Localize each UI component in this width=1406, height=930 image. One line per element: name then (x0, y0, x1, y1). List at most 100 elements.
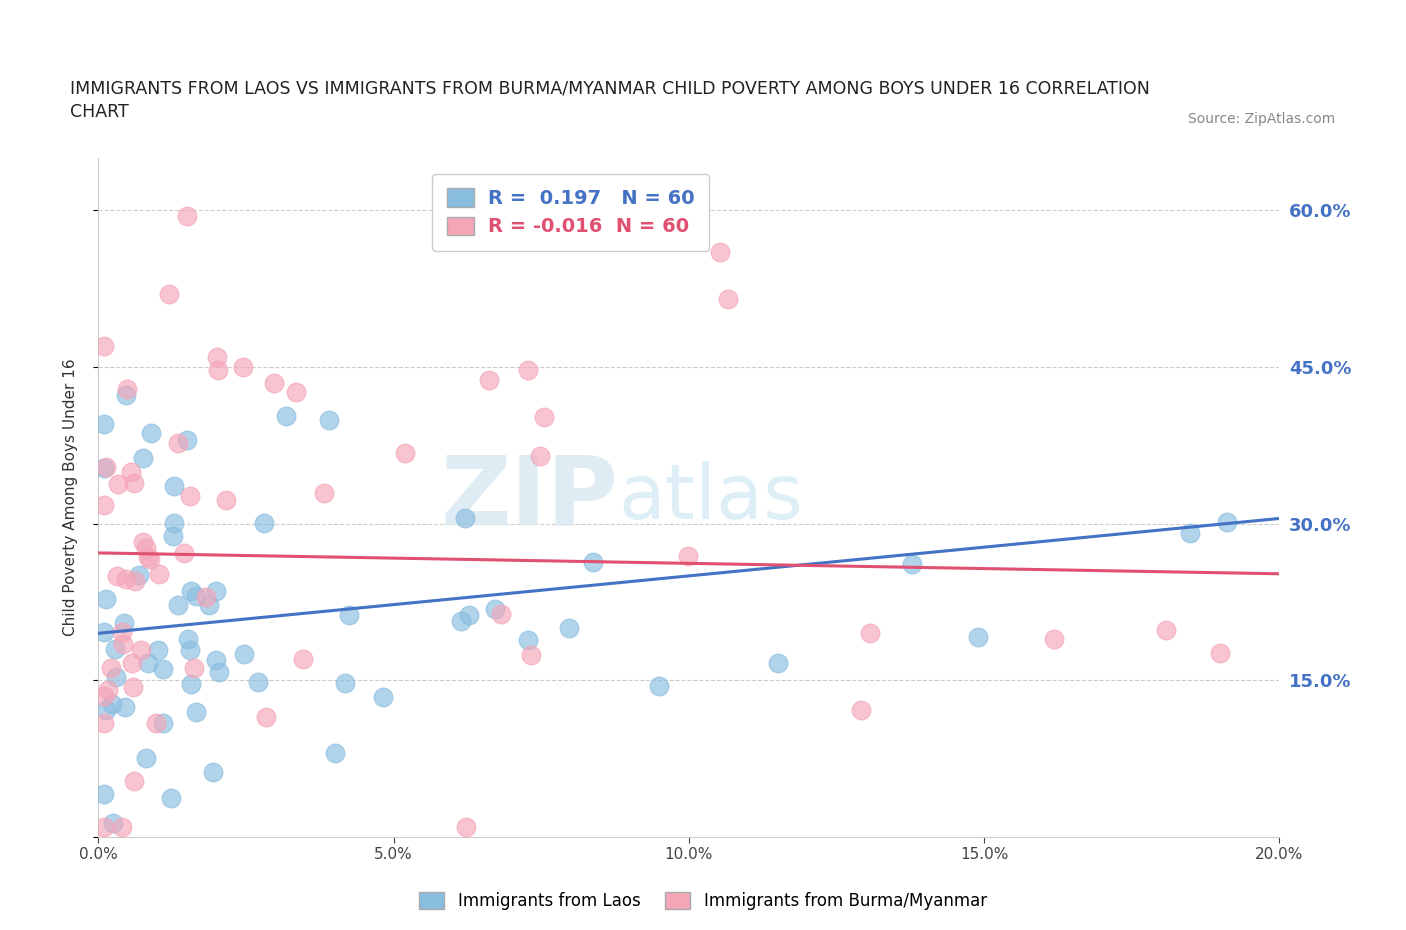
Point (517, 363, 540, 378)
Point (489, 606, 512, 621)
Point (162, 479, 184, 494)
Point (458, 607, 481, 622)
Point (186, 589, 208, 604)
Point (454, 511, 477, 525)
Point (766, 656, 789, 671)
Point (205, 349, 228, 364)
Point (120, 465, 142, 480)
Point (254, 710, 277, 724)
Point (93, 689, 115, 704)
Point (247, 674, 270, 689)
Point (184, 705, 207, 720)
Point (152, 715, 174, 730)
Point (194, 590, 217, 604)
Point (128, 567, 150, 582)
Point (276, 409, 298, 424)
Point (333, 675, 356, 690)
Point (112, 616, 135, 631)
Point (112, 637, 135, 652)
Text: atlas: atlas (619, 460, 803, 535)
Point (93, 787, 115, 802)
Point (253, 516, 276, 531)
Text: Source: ZipAtlas.com: Source: ZipAtlas.com (1188, 112, 1336, 126)
Point (145, 715, 167, 730)
Point (858, 626, 880, 641)
Point (215, 493, 238, 508)
Text: ZIP: ZIP (440, 451, 619, 544)
Point (104, 642, 127, 657)
Point (135, 751, 157, 765)
Point (104, 670, 127, 684)
Point (558, 621, 581, 636)
Point (285, 385, 308, 400)
Text: CHART: CHART (70, 103, 129, 121)
Point (1043, 631, 1066, 646)
Point (135, 540, 157, 555)
Point (519, 647, 541, 662)
Point (179, 643, 201, 658)
Point (131, 643, 153, 658)
Point (162, 528, 184, 543)
Point (207, 363, 229, 378)
Point (648, 678, 671, 693)
Point (205, 652, 228, 667)
Point (263, 376, 285, 391)
Point (709, 245, 731, 259)
Point (167, 598, 190, 613)
Point (323, 746, 346, 761)
Point (111, 819, 134, 834)
Point (114, 699, 136, 714)
Point (93, 339, 115, 353)
Point (93, 498, 115, 512)
Point (176, 432, 198, 447)
Point (292, 652, 315, 667)
Point (478, 372, 501, 387)
Point (1216, 514, 1239, 529)
Point (122, 476, 145, 491)
Point (1154, 622, 1177, 637)
Point (136, 656, 159, 671)
Point (122, 680, 145, 695)
Text: IMMIGRANTS FROM LAOS VS IMMIGRANTS FROM BURMA/MYANMAR CHILD POVERTY AMONG BOYS U: IMMIGRANTS FROM LAOS VS IMMIGRANTS FROM … (70, 80, 1150, 98)
Point (107, 477, 129, 492)
Point (484, 602, 506, 617)
Point (122, 774, 145, 789)
Point (115, 382, 138, 397)
Point (533, 410, 555, 425)
Point (121, 656, 143, 671)
Point (105, 569, 128, 584)
Point (141, 426, 163, 441)
Point (100, 660, 122, 675)
Point (93, 819, 115, 834)
Point (115, 387, 138, 402)
Point (160, 790, 183, 805)
Point (177, 631, 200, 646)
Point (183, 660, 205, 675)
Point (163, 515, 186, 530)
Point (849, 702, 872, 717)
Point (176, 208, 198, 223)
Point (337, 608, 360, 623)
Point (148, 566, 170, 581)
Point (1178, 525, 1201, 540)
Point (232, 359, 254, 374)
Point (93, 460, 115, 475)
Point (371, 690, 394, 705)
Point (173, 546, 195, 561)
Point (166, 435, 188, 450)
Point (529, 449, 551, 464)
Point (93, 715, 115, 730)
Point (454, 819, 477, 834)
Point (678, 549, 700, 564)
Point (138, 551, 160, 566)
Point (100, 697, 122, 711)
Point (180, 677, 202, 692)
Point (900, 557, 922, 572)
Point (96, 703, 118, 718)
Point (318, 412, 340, 427)
Point (450, 614, 472, 629)
Point (198, 597, 221, 612)
Point (138, 550, 160, 565)
Point (208, 664, 231, 679)
Point (94, 591, 117, 606)
